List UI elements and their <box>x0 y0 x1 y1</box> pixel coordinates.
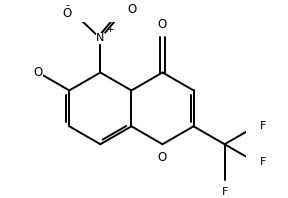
Text: O: O <box>127 3 137 16</box>
Text: -: - <box>66 0 69 10</box>
Text: F: F <box>260 121 266 131</box>
Text: N: N <box>96 33 105 43</box>
Text: O: O <box>158 18 167 31</box>
Text: F: F <box>221 187 228 197</box>
Text: O: O <box>62 7 71 20</box>
Text: O: O <box>158 151 167 164</box>
Text: F: F <box>260 157 266 167</box>
Text: O: O <box>34 66 43 79</box>
Text: +: + <box>106 25 114 34</box>
